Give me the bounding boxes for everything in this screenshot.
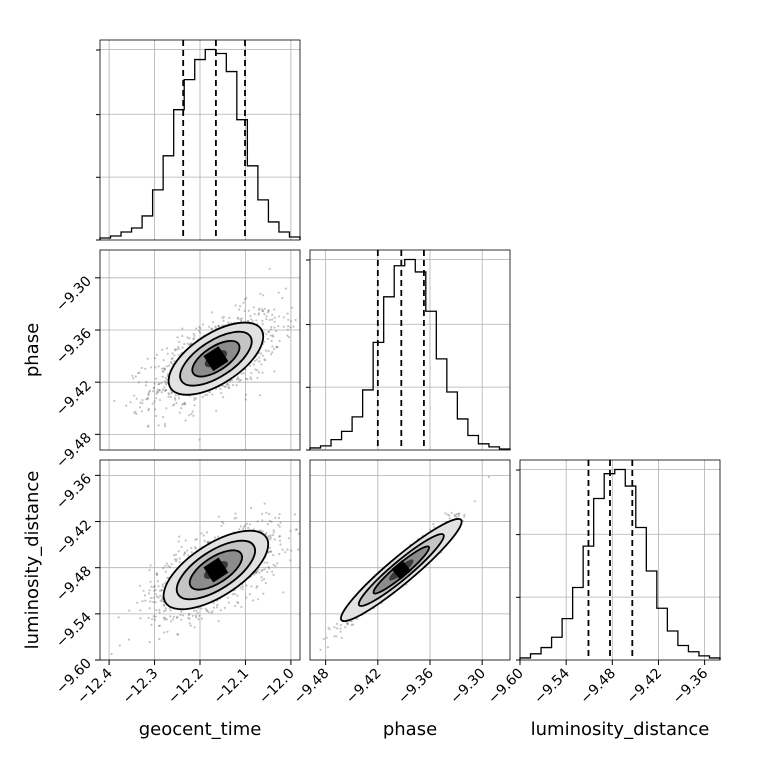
panel-frame bbox=[99, 39, 301, 241]
y-tick-label: −9.48 bbox=[53, 430, 95, 472]
panel-frame bbox=[99, 249, 301, 451]
panel-frame bbox=[309, 249, 511, 451]
y-tick-label: −9.42 bbox=[53, 378, 95, 420]
x-tick-label: −12.3 bbox=[120, 666, 162, 708]
x-tick-label: −9.36 bbox=[395, 665, 437, 707]
x-axis-title: geocent_time bbox=[139, 719, 262, 740]
x-tick-label: −12.1 bbox=[211, 666, 253, 708]
panel-frame bbox=[309, 459, 511, 661]
x-tick-label: −9.36 bbox=[670, 665, 712, 707]
x-axis-title: phase bbox=[383, 719, 437, 740]
histogram-geocent_time bbox=[99, 48, 301, 240]
y-tick-label: −9.30 bbox=[53, 273, 95, 315]
x-tick-label: −12.0 bbox=[256, 666, 298, 708]
y-axis-title: luminosity_distance bbox=[22, 471, 43, 650]
density-fill bbox=[164, 531, 268, 609]
y-tick-label: −9.54 bbox=[53, 609, 95, 651]
contours bbox=[167, 321, 265, 396]
histogram-luminosity_distance bbox=[519, 468, 721, 660]
data-layer bbox=[99, 40, 721, 660]
y-axis-title: phase bbox=[22, 323, 43, 377]
histogram-phase bbox=[309, 258, 511, 450]
density-fill bbox=[342, 519, 461, 621]
frames-layer bbox=[99, 39, 721, 661]
ticks-layer bbox=[95, 49, 706, 665]
y-tick-label: −9.36 bbox=[53, 325, 95, 367]
x-tick-label: −12.2 bbox=[165, 666, 207, 708]
panel-frame bbox=[519, 459, 721, 661]
contours bbox=[340, 517, 463, 623]
y-tick-label: −9.36 bbox=[53, 471, 95, 513]
x-tick-label: −9.60 bbox=[485, 666, 527, 708]
x-tick-label: −9.30 bbox=[447, 666, 489, 708]
x-tick-label: −9.48 bbox=[577, 666, 619, 708]
x-tick-label: −9.42 bbox=[624, 666, 666, 708]
contours bbox=[162, 529, 270, 611]
x-tick-label: −9.42 bbox=[343, 666, 385, 708]
labels-layer: −12.4 −12.3 −12.2 −12.1 −12.0geocent_time−9.… bbox=[22, 273, 712, 740]
x-axis-title: luminosity_distance bbox=[531, 719, 710, 740]
x-tick-label: −9.48 bbox=[291, 666, 333, 708]
density-fill bbox=[169, 323, 263, 395]
x-tick-label: −9.54 bbox=[531, 665, 573, 707]
y-tick-label: −9.48 bbox=[53, 563, 95, 605]
y-tick-label: −9.42 bbox=[53, 517, 95, 559]
